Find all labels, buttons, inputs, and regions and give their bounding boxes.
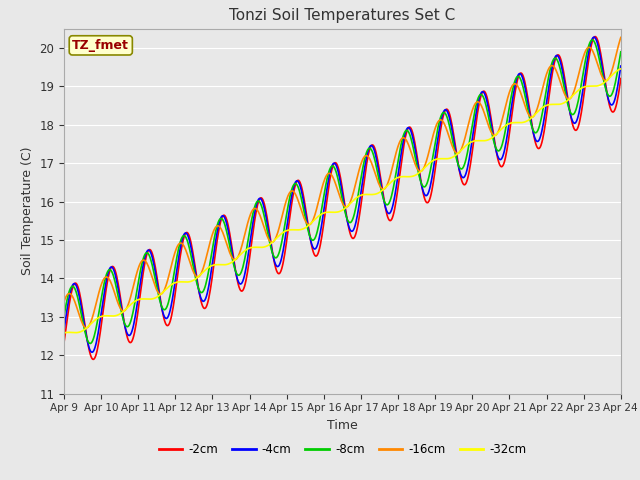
- Title: Tonzi Soil Temperatures Set C: Tonzi Soil Temperatures Set C: [229, 9, 456, 24]
- Y-axis label: Soil Temperature (C): Soil Temperature (C): [20, 147, 34, 276]
- Legend: -2cm, -4cm, -8cm, -16cm, -32cm: -2cm, -4cm, -8cm, -16cm, -32cm: [154, 438, 531, 461]
- X-axis label: Time: Time: [327, 419, 358, 432]
- Text: TZ_fmet: TZ_fmet: [72, 39, 129, 52]
